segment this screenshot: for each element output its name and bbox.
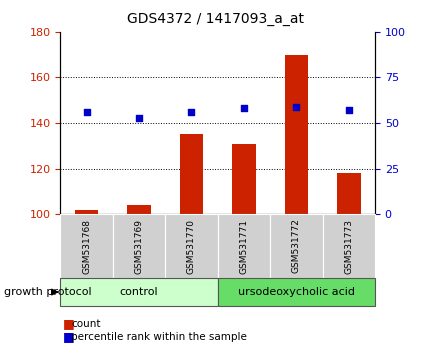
Point (135, 115, 142, 120)
Point (344, 107, 351, 113)
Point (187, 109, 194, 115)
Text: ■: ■ (62, 318, 74, 330)
Text: GDS4372 / 1417093_a_at: GDS4372 / 1417093_a_at (127, 12, 303, 27)
Bar (127, 205, 150, 214)
Text: GSM531768: GSM531768 (82, 218, 91, 274)
Point (240, 105, 247, 111)
Text: GSM531772: GSM531772 (291, 218, 300, 274)
Point (83, 109, 90, 115)
Text: percentile rank within the sample: percentile rank within the sample (71, 332, 246, 342)
Bar (74, 210, 98, 214)
Text: count: count (71, 319, 100, 329)
Text: GSM531770: GSM531770 (187, 218, 196, 274)
Bar (284, 55, 307, 214)
Text: ■: ■ (62, 331, 74, 343)
Text: growth protocol: growth protocol (4, 287, 92, 297)
Text: ursodeoxycholic acid: ursodeoxycholic acid (237, 287, 354, 297)
Text: GSM531771: GSM531771 (239, 218, 248, 274)
Text: GSM531769: GSM531769 (134, 218, 143, 274)
Text: GSM531773: GSM531773 (344, 218, 353, 274)
Point (292, 104, 299, 109)
Bar (179, 135, 203, 214)
Bar (336, 173, 360, 214)
Bar (231, 143, 255, 214)
Text: control: control (120, 287, 158, 297)
